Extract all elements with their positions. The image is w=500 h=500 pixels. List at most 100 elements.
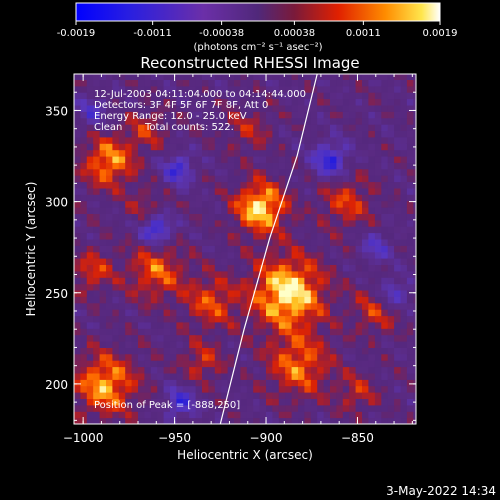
heatmap-cell xyxy=(240,283,248,291)
heatmap-cell xyxy=(317,117,325,125)
heatmap-cell xyxy=(387,168,395,176)
heatmap-cell xyxy=(336,347,344,355)
heatmap-cell xyxy=(163,251,171,259)
heatmap-cell xyxy=(400,417,408,424)
heatmap-cell xyxy=(93,404,101,412)
heatmap-cell xyxy=(163,321,171,329)
heatmap-cell xyxy=(387,105,395,112)
heatmap-cell xyxy=(163,309,171,317)
heatmap-cell xyxy=(227,385,235,393)
heatmap-cell xyxy=(355,379,363,387)
heatmap-cell xyxy=(253,74,261,80)
heatmap-cell xyxy=(170,264,177,272)
heatmap-cell xyxy=(342,175,350,183)
heatmap-cell xyxy=(298,156,305,163)
heatmap-cell xyxy=(278,79,286,87)
heatmap-cell xyxy=(246,187,254,195)
heatmap-cell xyxy=(304,92,312,100)
heatmap-cell xyxy=(349,277,357,285)
heatmap-cell xyxy=(234,296,241,304)
heatmap-cell xyxy=(381,98,389,106)
heatmap-cell xyxy=(99,385,107,393)
heatmap-cell xyxy=(272,379,280,387)
heatmap-cell xyxy=(387,92,395,100)
heatmap-cell xyxy=(150,379,158,387)
heatmap-cell xyxy=(80,105,88,112)
heatmap-cell xyxy=(163,258,171,265)
heatmap-cell xyxy=(349,162,357,170)
heatmap-cell xyxy=(106,162,113,170)
heatmap-cells xyxy=(74,74,416,424)
heatmap-cell xyxy=(99,302,107,310)
heatmap-cell xyxy=(368,74,376,80)
heatmap-cell xyxy=(272,187,280,195)
heatmap-cell xyxy=(176,321,184,329)
heatmap-cell xyxy=(195,283,203,291)
heatmap-cell xyxy=(118,315,126,323)
heatmap-cell xyxy=(317,239,325,246)
heatmap-cell xyxy=(221,360,229,368)
heatmap-cell xyxy=(189,411,197,419)
heatmap-cell xyxy=(355,411,363,419)
x-tick-label: −850 xyxy=(341,431,374,445)
heatmap-cell xyxy=(131,162,139,170)
heatmap-cell xyxy=(374,194,382,202)
heatmap-cell xyxy=(195,175,203,183)
heatmap-cell xyxy=(150,404,158,412)
heatmap-cell xyxy=(266,200,273,208)
heatmap-cell xyxy=(400,366,408,374)
heatmap-cell xyxy=(176,213,184,221)
heatmap-cell xyxy=(150,296,158,304)
heatmap-cell xyxy=(246,74,254,80)
heatmap-cell xyxy=(163,219,171,227)
heatmap-cell xyxy=(240,187,248,195)
heatmap-cell xyxy=(310,117,318,125)
heatmap-cell xyxy=(80,168,88,176)
heatmap-cell xyxy=(176,353,184,361)
heatmap-cell xyxy=(214,385,222,393)
heatmap-cell xyxy=(86,251,94,259)
heatmap-cell xyxy=(374,392,382,399)
heatmap-cell xyxy=(86,290,94,297)
heatmap-cell xyxy=(266,226,273,234)
heatmap-cell xyxy=(221,117,229,125)
heatmap-cell xyxy=(202,251,209,259)
heatmap-cell xyxy=(240,79,248,87)
heatmap-cell xyxy=(74,187,81,195)
heatmap-cell xyxy=(182,98,190,106)
heatmap-cell xyxy=(176,194,184,202)
heatmap-cell xyxy=(253,385,261,393)
heatmap-cell xyxy=(330,136,337,144)
heatmap-cell xyxy=(131,347,139,355)
heatmap-cell xyxy=(246,130,254,138)
heatmap-cell xyxy=(80,232,88,240)
heatmap-cell xyxy=(234,124,241,131)
heatmap-cell xyxy=(317,347,325,355)
heatmap-cell xyxy=(150,251,158,259)
heatmap-cell xyxy=(394,353,401,361)
heatmap-cell xyxy=(150,219,158,227)
heatmap-cell xyxy=(374,404,382,412)
heatmap-cell xyxy=(99,404,107,412)
heatmap-cell xyxy=(157,213,165,221)
heatmap-cell xyxy=(214,136,222,144)
heatmap-cell xyxy=(272,270,280,278)
heatmap-cell xyxy=(182,200,190,208)
heatmap-cell xyxy=(221,200,229,208)
heatmap-cell xyxy=(202,392,209,399)
heatmap-cell xyxy=(278,385,286,393)
heatmap-cell xyxy=(150,213,158,221)
heatmap-cell xyxy=(253,168,261,176)
heatmap-cell xyxy=(298,149,305,157)
heatmap-cell xyxy=(240,315,248,323)
heatmap-cell xyxy=(240,302,248,310)
heatmap-cell xyxy=(368,117,376,125)
heatmap-cell xyxy=(80,194,88,202)
heatmap-cell xyxy=(317,219,325,227)
heatmap-cell xyxy=(86,92,94,100)
heatmap-cell xyxy=(118,162,126,170)
heatmap-cell xyxy=(285,79,293,87)
heatmap-cell xyxy=(387,366,395,374)
heatmap-cell xyxy=(125,309,133,317)
heatmap-cell xyxy=(138,264,145,272)
